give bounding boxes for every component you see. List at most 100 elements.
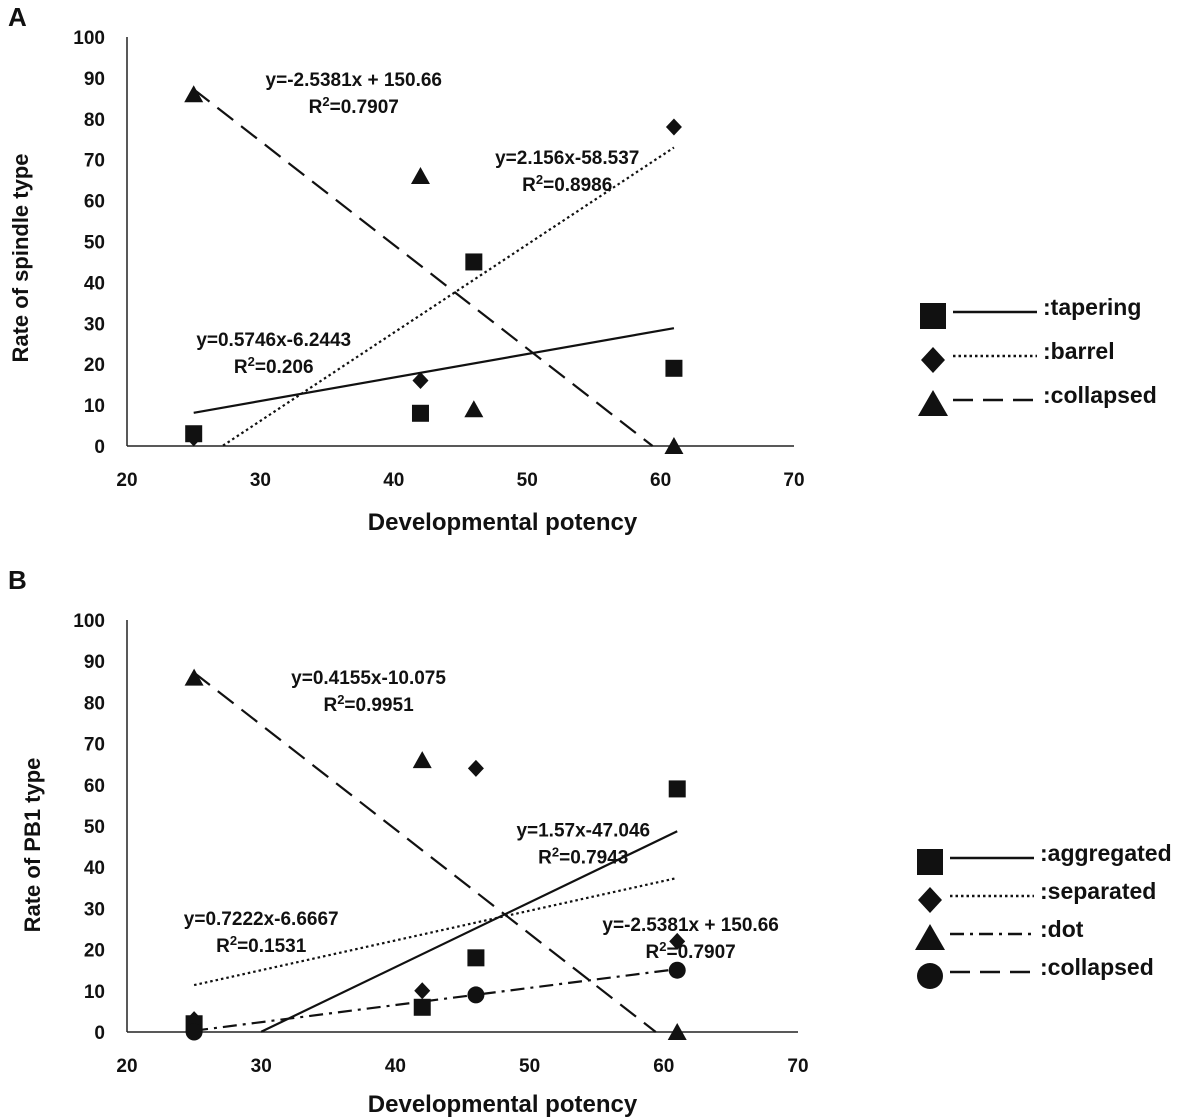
chart-a-data-point: [665, 359, 683, 377]
chart-a-legend: :tapering :barrel :collapsed: [918, 294, 1157, 416]
chart-b-y-tick-label: 0: [94, 1023, 105, 1044]
chart-b-x-tick-label: 50: [519, 1056, 540, 1077]
chart-a-data-point: [464, 400, 484, 418]
chart-a-y-tick-label: 30: [84, 314, 105, 335]
chart-b-y-tick-label: 80: [84, 693, 105, 714]
chart-a-r-squared-label: R2=0.206: [234, 353, 314, 378]
chart-b-data-point: [669, 932, 686, 950]
chart-a-x-tick-label: 60: [650, 470, 671, 491]
chart-a-legend-label: :barrel: [1043, 338, 1115, 364]
chart-b-y-tick-label: 70: [84, 735, 105, 756]
chart-a-x-axis-label: Developmental potency: [368, 509, 638, 536]
chart-b-legend-label: :separated: [1040, 878, 1156, 904]
chart-a-r-squared-label: R2=0.7907: [309, 94, 399, 119]
chart-b-equation-label: y=0.4155x-10.075: [291, 668, 446, 689]
chart-b-data-point: [412, 751, 432, 769]
chart-b-trendline: [193, 671, 657, 1033]
chart-b-legend-label: :collapsed: [1040, 954, 1154, 980]
chart-b-r-squared-label: R2=0.7907: [646, 939, 736, 964]
chart-b-legend-marker: [918, 887, 942, 913]
chart-b: 0 10 20 30 40 50 60 70 80 90 100 20 30 40 50 60 70 Develo…: [20, 611, 1172, 1117]
chart-b-r-squared-label: R2=0.9951: [323, 691, 414, 716]
chart-b-data-point: [467, 986, 485, 1004]
chart-b-x-axis-label: Developmental potency: [368, 1091, 638, 1117]
chart-b-data-point: [185, 1023, 203, 1041]
chart-b-legend-marker: [917, 963, 943, 989]
chart-b-data-point: [413, 998, 431, 1016]
chart-b-data-point: [668, 780, 686, 798]
chart-a-y-tick-label: 20: [84, 355, 105, 376]
chart-b-data-point: [414, 982, 431, 1000]
chart-b-y-tick-label: 100: [73, 611, 105, 632]
chart-b-equation-label: y=1.57x-47.046: [516, 820, 650, 841]
chart-b-y-tick-label: 40: [84, 858, 105, 879]
chart-b-x-tick-label: 20: [116, 1056, 137, 1077]
chart-b-x-tick-label: 30: [251, 1056, 272, 1077]
chart-a-x-tick-label: 20: [116, 470, 137, 491]
chart-b-data-point: [184, 668, 204, 686]
chart-a-y-tick-label: 70: [84, 151, 105, 172]
chart-b-legend-label: :aggregated: [1040, 840, 1172, 866]
chart-a-data-point: [665, 118, 682, 136]
chart-a-y-tick-label: 40: [84, 273, 105, 294]
chart-a-data-point: [410, 167, 430, 185]
chart-a-x-tick-label: 40: [383, 470, 404, 491]
chart-b-y-tick-label: 50: [84, 817, 105, 838]
chart-a-y-tick-label: 60: [84, 192, 105, 213]
chart-a-y-tick-label: 100: [73, 28, 105, 49]
chart-a-data-point: [184, 85, 204, 103]
chart-b-legend: :aggregated :separated :dot :collapsed: [915, 840, 1172, 989]
chart-a-data-point: [185, 429, 202, 447]
chart-a-y-tick-label: 50: [84, 233, 105, 254]
chart-b-y-axis-label: Rate of PB1 type: [20, 758, 45, 933]
chart-a-trendline: [222, 146, 675, 447]
chart-a-data-point: [412, 372, 429, 390]
chart-b-data-point: [467, 759, 484, 777]
chart-a-trendline: [193, 88, 654, 447]
panel-label-a: A: [8, 2, 27, 32]
chart-b-x-tick-label: 60: [653, 1056, 674, 1077]
chart-b-y-tick-label: 20: [84, 941, 105, 962]
panel-label-b: B: [8, 565, 27, 595]
chart-b-y-tick-label: 30: [84, 899, 105, 920]
chart-b-data-point: [667, 1023, 687, 1040]
chart-b-x-tick-label: 70: [787, 1056, 808, 1077]
chart-a-x-tick-label: 50: [517, 470, 538, 491]
chart-a-r-squared-label: R2=0.8986: [522, 171, 612, 196]
chart-b-y-tick-label: 10: [84, 982, 105, 1003]
chart-a-data-point: [664, 437, 684, 454]
chart-b-data-point: [186, 1011, 203, 1029]
chart-a-x-tick-label: 70: [783, 470, 804, 491]
chart-a-equation-label: y=0.5746x-6.2443: [196, 330, 351, 351]
chart-a-data-point: [411, 404, 429, 422]
chart-b-data-point: [467, 949, 485, 967]
chart-b-legend-marker: [917, 849, 943, 875]
chart-b-trendline: [260, 830, 678, 1033]
chart-b-trendline: [193, 967, 678, 1032]
chart-a-data-point: [465, 253, 483, 271]
chart-a-x-tick-label: 30: [250, 470, 271, 491]
chart-a-legend-label: :tapering: [1043, 294, 1141, 320]
chart-b-y-tick-label: 90: [84, 652, 105, 673]
chart-a-legend-marker: [920, 303, 946, 329]
chart-a-equation-label: y=-2.5381x + 150.66: [266, 70, 442, 91]
chart-b-data-point: [668, 961, 686, 979]
chart-b-x-tick-label: 40: [385, 1056, 406, 1077]
chart-a-y-tick-label: 90: [84, 69, 105, 90]
chart-a: 0 10 20 30 40 50 60 70 80 90 100 20 30 40 50 60 70 Develo…: [8, 28, 1157, 536]
chart-a-y-tick-label: 0: [94, 437, 105, 458]
chart-a-y-tick-label: 80: [84, 110, 105, 131]
chart-a-legend-marker: [921, 347, 945, 373]
chart-b-r-squared-label: R2=0.7943: [538, 844, 628, 869]
chart-a-legend-marker: [918, 390, 948, 416]
chart-b-y-tick-label: 60: [84, 776, 105, 797]
chart-a-legend-label: :collapsed: [1043, 382, 1157, 408]
chart-b-equation-label: y=-2.5381x + 150.66: [602, 915, 778, 936]
chart-a-y-tick-label: 10: [84, 396, 105, 417]
chart-a-equation-label: y=2.156x-58.537: [495, 148, 639, 169]
chart-a-trendline: [193, 327, 675, 414]
chart-b-legend-label: :dot: [1040, 916, 1084, 942]
chart-b-r-squared-label: R2=0.1531: [216, 932, 307, 957]
chart-b-equation-label: y=0.7222x-6.6667: [184, 909, 339, 930]
